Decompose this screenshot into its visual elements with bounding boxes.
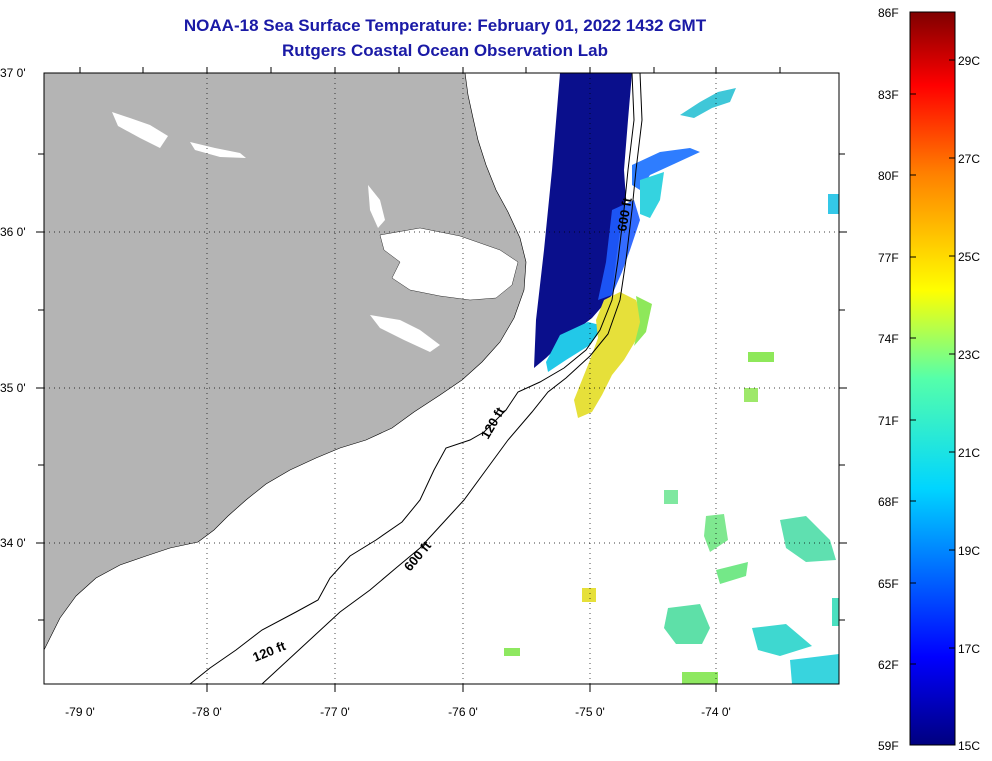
cb-c-27: 27C: [958, 152, 981, 166]
cb-f-83: 83F: [878, 88, 899, 102]
patch-m: [582, 588, 596, 602]
lat-label-35: 35 0': [0, 381, 26, 395]
land-mass: [44, 73, 527, 651]
patch-k: [832, 598, 839, 626]
sst-cyan-strip: [640, 172, 664, 218]
lon-label-79: -79 0': [65, 705, 95, 719]
river-1: [112, 112, 168, 148]
grid-lines: [44, 73, 839, 684]
colorbar-ticks: [910, 59, 955, 665]
cb-c-25: 25C: [958, 250, 981, 264]
lon-label-78: -78 0': [192, 705, 222, 719]
colorbar: [909, 11, 956, 746]
sst-green-edge: [634, 296, 652, 346]
patch-c: [664, 490, 678, 504]
lon-label-76: -76 0': [448, 705, 478, 719]
cb-f-80: 80F: [878, 169, 899, 183]
cb-f-74: 74F: [878, 332, 899, 346]
cb-f-68: 68F: [878, 495, 899, 509]
cb-c-29: 29C: [958, 54, 981, 68]
patch-f: [780, 516, 836, 562]
patch-e: [716, 562, 748, 584]
isobath-120ft: [189, 73, 635, 684]
plot-frame: [43, 72, 840, 685]
lon-label-77: -77 0': [320, 705, 350, 719]
river-4: [368, 185, 385, 228]
cb-c-23: 23C: [958, 348, 981, 362]
patch-l: [682, 672, 718, 684]
cb-c-21: 21C: [958, 446, 981, 460]
lat-label-37: 37 0': [0, 66, 26, 80]
cb-f-59: 59F: [878, 739, 899, 753]
cb-c-17: 17C: [958, 642, 981, 656]
sst-cyan-band: [546, 322, 604, 372]
map-subtitle: Rutgers Coastal Ocean Observation Lab: [282, 41, 608, 60]
sst-northern-patch: [632, 148, 700, 190]
sound-water: [379, 227, 519, 301]
isobath-label-4: 600 ft: [614, 196, 635, 233]
patch-j: [828, 194, 839, 214]
river-2: [190, 142, 246, 158]
map-title: NOAA-18 Sea Surface Temperature: Februar…: [183, 16, 707, 35]
sst-ne-cyan: [680, 88, 736, 118]
patch-g: [664, 604, 710, 644]
patch-h: [752, 624, 812, 656]
cb-f-86: 86F: [878, 6, 899, 20]
cb-f-71: 71F: [878, 414, 899, 428]
cb-f-65: 65F: [878, 577, 899, 591]
patch-b: [744, 388, 758, 402]
axis-ticks: [36, 67, 847, 692]
cb-c-15: 15C: [958, 739, 981, 753]
patch-a: [748, 352, 774, 362]
patch-n: [504, 648, 520, 656]
cb-c-19: 19C: [958, 544, 981, 558]
cb-f-77: 77F: [878, 251, 899, 265]
sst-warm-patch: [574, 292, 644, 418]
lat-label-34: 34 0': [0, 536, 26, 550]
cb-f-62: 62F: [878, 658, 899, 672]
river-3: [370, 315, 440, 352]
lat-label-36: 36 0': [0, 225, 26, 239]
lon-label-75: -75 0': [575, 705, 605, 719]
isobath-600ft: [261, 73, 643, 684]
patch-i: [790, 654, 839, 684]
lon-label-74: -74 0': [701, 705, 731, 719]
